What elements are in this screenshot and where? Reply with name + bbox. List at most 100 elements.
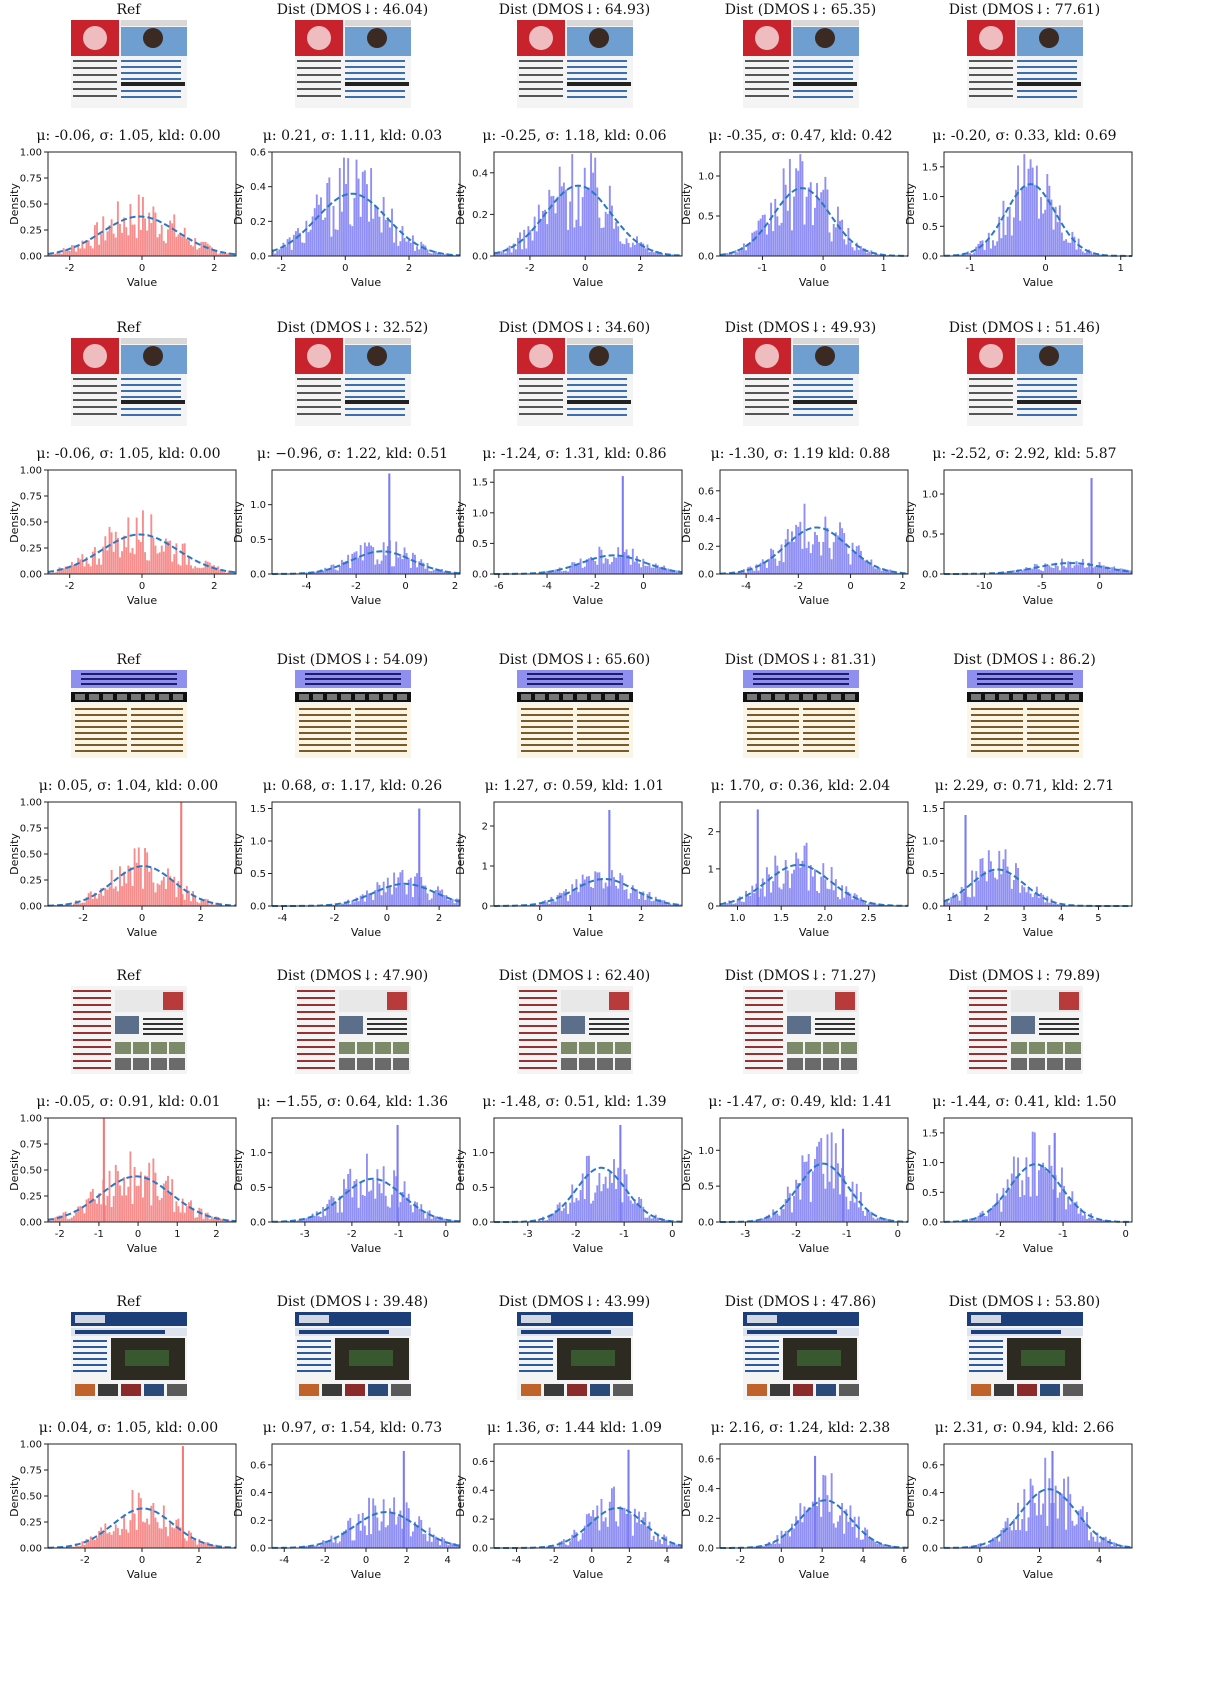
histogram-bar [366, 890, 368, 906]
histogram-bar [303, 242, 306, 256]
y-tick-label: 0.75 [20, 1466, 42, 1477]
histogram-bar [598, 872, 601, 906]
x-tick-label: 2.0 [817, 913, 833, 924]
histogram-bar [223, 1546, 226, 1548]
histogram-bar [832, 1523, 835, 1548]
histogram-bar [567, 901, 569, 906]
histogram-bar [598, 1530, 601, 1548]
histogram-bar [426, 1211, 429, 1222]
webpage-thumbnail [517, 670, 633, 758]
histogram-bar [602, 888, 605, 906]
histogram-bar [206, 243, 209, 256]
histogram-bar [183, 543, 186, 574]
y-axis-label: Density [232, 183, 245, 225]
histogram-bar [1033, 184, 1036, 256]
histogram-bar [636, 1203, 638, 1222]
histogram-bar [167, 541, 169, 574]
histogram-bar [832, 223, 835, 256]
histogram-bar [292, 234, 295, 256]
histogram-bar [546, 1219, 549, 1222]
y-tick-label: 0.6 [698, 1454, 714, 1465]
histogram-bar [227, 1219, 230, 1222]
histogram-bar [1042, 1162, 1045, 1222]
histogram-bar [204, 1212, 207, 1222]
histogram-bar [826, 1495, 829, 1548]
histogram-bar [801, 548, 804, 574]
histogram-bar [372, 1179, 375, 1222]
histogram-bar [403, 547, 406, 574]
webpage-thumbnail [967, 986, 1083, 1074]
histogram-bar [610, 1488, 613, 1548]
histogram-bar [975, 871, 978, 906]
histogram-bar [1067, 242, 1070, 256]
histogram-bar [96, 1203, 98, 1222]
histogram-bar [332, 205, 335, 256]
histogram-bar [386, 1525, 389, 1548]
histogram-bar [585, 559, 588, 574]
panel-r1-c2: Dist (DMOS↓: 34.60) μ: -1.24, σ: 1.31, kl… [452, 318, 697, 658]
histogram-bar [772, 1209, 775, 1222]
histogram-bar [1010, 235, 1013, 256]
histogram-bar [843, 1175, 846, 1222]
histogram-bar [1077, 238, 1080, 256]
histogram-bar [384, 555, 387, 574]
histogram-bar [221, 1219, 224, 1222]
histogram-bar [615, 1521, 618, 1548]
stats-label: μ: -0.20, σ: 0.33, kld: 0.69 [932, 128, 1117, 144]
histogram-bar [786, 870, 789, 906]
histogram-bar [152, 882, 155, 906]
histogram-bar [803, 1506, 806, 1548]
histogram-bar [523, 229, 526, 256]
histogram-bar [765, 1544, 768, 1548]
x-tick-label: -5 [1037, 581, 1047, 592]
histogram-bar [91, 1538, 94, 1548]
x-tick-label: 2 [211, 263, 217, 274]
histogram-bar [1027, 1517, 1030, 1548]
histogram-bar [443, 571, 446, 574]
histogram-bar [868, 1211, 871, 1222]
histogram-bar [527, 226, 530, 256]
histogram-bar [1102, 1537, 1105, 1548]
histogram-bar [588, 558, 590, 574]
panel-r1-c4: Dist (DMOS↓: 51.46) μ: -2.52, σ: 2.92, kl… [902, 318, 1147, 658]
stats-label: μ: 2.29, σ: 0.71, kld: 2.71 [934, 778, 1115, 794]
histogram-bar [575, 1532, 578, 1548]
histogram-bar [749, 895, 752, 906]
histogram-bar [351, 900, 354, 906]
histogram-bar [64, 1211, 67, 1222]
histogram-bar [722, 904, 724, 906]
histogram-bar [347, 158, 350, 256]
histogram-bar [966, 896, 969, 906]
histogram-bar [952, 892, 955, 906]
histogram-bar [638, 1511, 641, 1548]
histogram-bar [675, 570, 678, 574]
histogram-bar [1035, 886, 1038, 906]
histogram-bar [376, 1169, 379, 1222]
histogram-bar [506, 247, 509, 256]
histogram-bar [121, 1195, 123, 1222]
x-tick-label: 2.5 [861, 913, 877, 924]
panel-title: Dist (DMOS↓: 65.35) [724, 2, 877, 18]
histogram-bar [1096, 1532, 1099, 1548]
histogram-bar [372, 1498, 375, 1548]
histogram-bar [598, 546, 601, 574]
x-tick-label: 0 [537, 913, 543, 924]
histogram-bar [357, 1514, 360, 1548]
histogram-bar [610, 870, 613, 906]
histogram-bar [851, 542, 854, 574]
histogram-bar [420, 559, 423, 574]
histogram-bar [374, 564, 377, 574]
histogram-bar [791, 230, 793, 256]
histogram-bar [1086, 251, 1088, 256]
histogram-bar [656, 1217, 659, 1222]
histogram-bar [100, 1527, 103, 1548]
histogram-bar [158, 1528, 161, 1548]
histogram-bar [439, 1545, 441, 1548]
histogram-bar [969, 897, 971, 906]
histogram-bar [305, 572, 308, 574]
y-tick-label: 0.5 [922, 222, 938, 233]
histogram-bar [366, 546, 368, 574]
histogram-bar [985, 240, 988, 256]
